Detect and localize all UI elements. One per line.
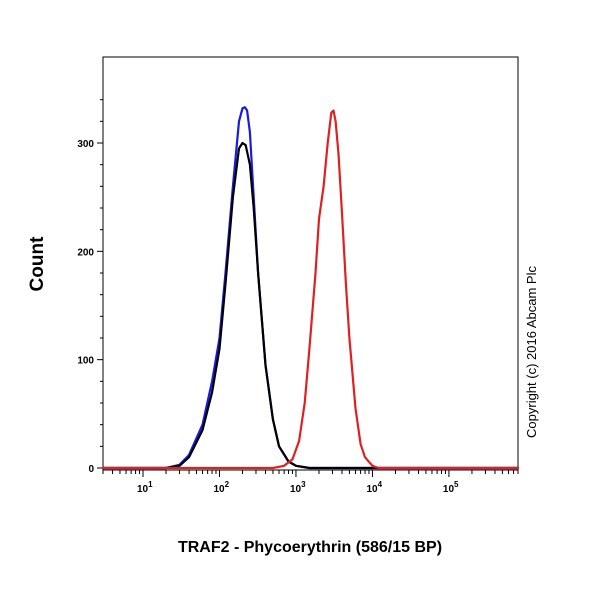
- y-tick-label: 200: [77, 247, 94, 258]
- y-tick-label: 100: [77, 356, 94, 367]
- x-tick-label: 103: [290, 480, 306, 495]
- y-axis: 0 100 200 300: [77, 99, 103, 475]
- x-axis: 101 102 103 104 105: [102, 470, 519, 495]
- series-group: [101, 106, 520, 470]
- x-tick-label: 101: [137, 480, 153, 495]
- series-line-1: [101, 106, 520, 470]
- y-tick-label: 300: [77, 139, 94, 150]
- x-axis-title: TRAF2 - Phycoerythrin (586/15 BP): [178, 539, 442, 556]
- plot-frame: [102, 56, 519, 471]
- series-line-3: [101, 109, 520, 470]
- x-tick-label: 102: [213, 480, 229, 495]
- x-tick-label: 105: [443, 480, 459, 495]
- copyright-annotation: Copyright (c) 2016 Abcam Plc: [524, 266, 539, 438]
- y-axis-title: Count: [27, 236, 48, 292]
- y-tick-label: 0: [88, 464, 94, 475]
- x-tick-label: 104: [366, 480, 382, 495]
- series-line-2: [101, 141, 520, 470]
